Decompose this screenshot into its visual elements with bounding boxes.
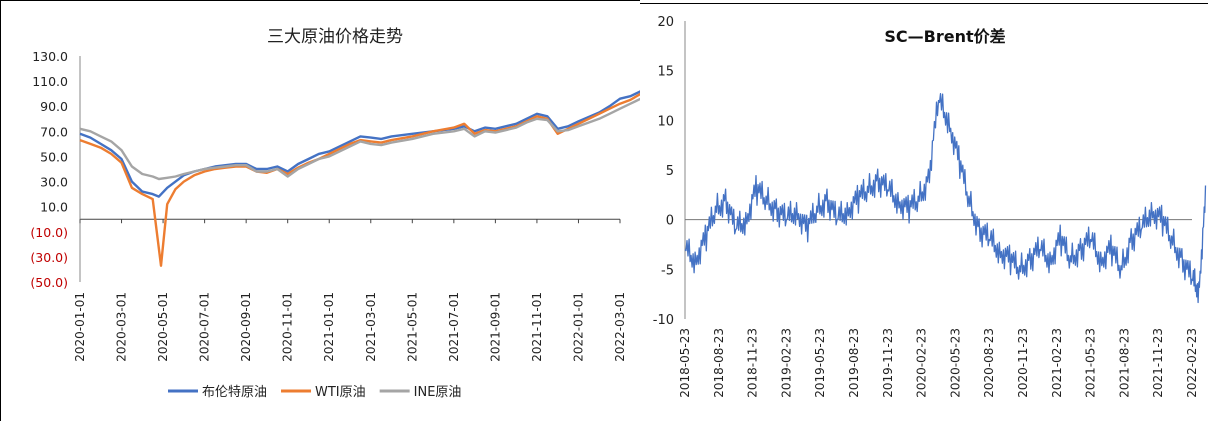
- series-line: [79, 65, 653, 267]
- x-tick-label: 2020-05-23: [948, 328, 962, 398]
- x-tick-label: 2019-11-23: [881, 328, 895, 398]
- left-side-border: [0, 0, 1, 421]
- y-tick-label: 110.0: [32, 74, 68, 89]
- y-tick-label: (30.0): [30, 250, 68, 265]
- x-tick-label: 2020-09-01: [239, 292, 253, 362]
- y-tick-label: 50.0: [40, 149, 68, 164]
- y-tick-label: (50.0): [30, 275, 68, 290]
- right-top-border: [640, 3, 1208, 4]
- left-top-border: [0, 0, 640, 1]
- x-tick-label: 2018-08-23: [712, 328, 726, 398]
- legend-label: 布伦特原油: [202, 385, 267, 400]
- crude-oil-price-chart: 三大原油价格走势 130.0 110.0 90.0 70.0 50.0 30.0 10.0 (1…: [30, 27, 653, 400]
- series-line: [79, 60, 653, 198]
- x-tick-label: 2022-02-23: [1185, 328, 1199, 398]
- x-tick-label: 2019-08-23: [847, 328, 861, 398]
- x-tick-label: 2021-11-01: [530, 292, 544, 362]
- x-tick-label: 2021-11-23: [1151, 328, 1165, 398]
- sc-brent-spread-chart-svg: SC—Brent价差 20 15 10 5 0 -5 -10 2018-05-23 2018-08…: [653, 15, 1207, 398]
- x-tick-label: 2018-05-23: [678, 328, 692, 398]
- x-tick-label: 2022-01-01: [571, 292, 585, 362]
- y-tick-label: 90.0: [40, 99, 68, 114]
- x-tick-label: 2021-09-01: [488, 292, 502, 362]
- series-line: [79, 70, 653, 181]
- y-tick-label: 70.0: [40, 124, 68, 139]
- y-tick-label: -5: [661, 263, 674, 278]
- x-tick-label: 2021-08-23: [1117, 328, 1131, 398]
- x-tick-label: 2021-01-01: [322, 292, 336, 362]
- series-line: [684, 93, 1207, 304]
- x-tick-label: 2019-05-23: [813, 328, 827, 398]
- x-tick-label: 2021-05-23: [1084, 328, 1098, 398]
- x-tick-label: 2020-05-01: [156, 292, 170, 362]
- chart-title: SC—Brent价差: [884, 27, 1005, 46]
- y-tick-label: (10.0): [30, 225, 68, 240]
- x-tick-label: 2020-01-01: [73, 292, 87, 362]
- y-tick-label: 5: [666, 164, 674, 179]
- y-tick-label: 130.0: [32, 49, 68, 64]
- crude-oil-price-chart-svg: 三大原油价格走势 130.0 110.0 90.0 70.0 50.0 30.0 10.0 (1…: [30, 27, 653, 400]
- sc-brent-spread-chart: SC—Brent价差 20 15 10 5 0 -5 -10 2018-05-23 2018-08…: [640, 0, 1220, 421]
- y-tick-label: 10: [657, 114, 674, 129]
- x-tick-label: 2020-11-23: [1016, 328, 1030, 398]
- x-tick-label: 2020-11-01: [281, 292, 295, 362]
- legend-label: WTI原油: [315, 385, 366, 400]
- y-tick-label: -10: [653, 313, 674, 328]
- x-tick-label: 2020-03-01: [115, 292, 129, 362]
- x-tick-label: 2021-03-01: [364, 292, 378, 362]
- y-tick-label: 30.0: [40, 175, 68, 190]
- x-tick-label: 2019-02-23: [779, 328, 793, 398]
- y-tick-label: 15: [657, 65, 674, 80]
- y-tick-label: 10.0: [40, 200, 68, 215]
- x-tick-label: 2021-07-01: [447, 292, 461, 362]
- x-tick-label: 2021-02-23: [1050, 328, 1064, 398]
- legend-label: INE原油: [414, 385, 462, 400]
- x-tick-label: 2020-07-01: [198, 292, 212, 362]
- x-tick-label: 2020-02-23: [915, 328, 929, 398]
- chart-title: 三大原油价格走势: [267, 27, 403, 47]
- x-tick-label: 2021-05-01: [405, 292, 419, 362]
- y-tick-label: 20: [657, 15, 674, 30]
- x-tick-label: 2022-03-01: [613, 292, 627, 362]
- y-tick-label: 0: [666, 214, 674, 229]
- x-tick-label: 2018-11-23: [746, 328, 760, 398]
- x-tick-label: 2020-08-23: [982, 328, 996, 398]
